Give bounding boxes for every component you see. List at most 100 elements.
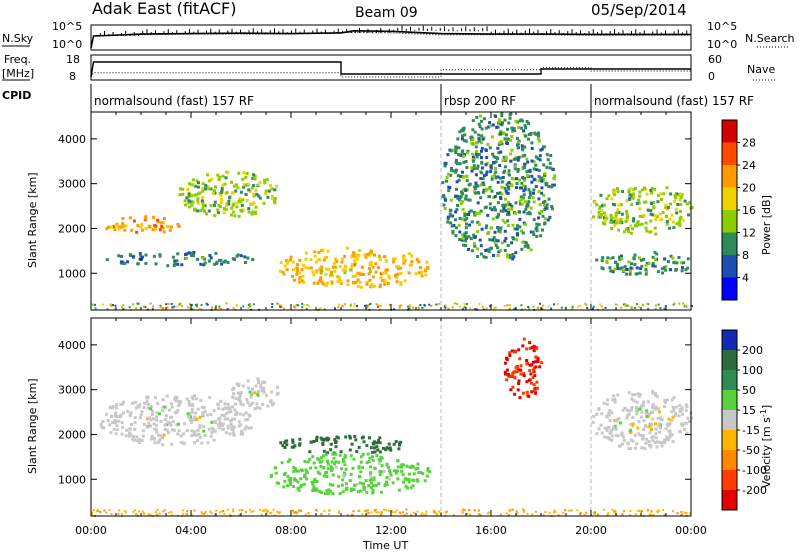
heatmap-cell: [358, 280, 362, 284]
heatmap-cell: [536, 308, 539, 311]
heatmap-cell: [625, 209, 628, 213]
heatmap-cell: [510, 241, 514, 245]
heatmap-cell: [320, 265, 324, 269]
heatmap-cell: [318, 489, 322, 493]
heatmap-cell: [197, 192, 201, 196]
heatmap-cell: [372, 440, 376, 444]
heatmap-cell: [544, 181, 548, 185]
heatmap-cell: [227, 199, 231, 203]
heatmap-cell: [105, 511, 108, 514]
heatmap-cell: [237, 382, 241, 386]
heatmap-cell: [189, 418, 193, 422]
heatmap-cell: [506, 127, 509, 131]
heatmap-cell: [494, 176, 498, 180]
heatmap-cell: [258, 180, 262, 184]
heatmap-cell: [195, 305, 198, 308]
heatmap-cell: [599, 423, 603, 427]
heatmap-cell: [650, 410, 654, 414]
heatmap-cell: [599, 193, 603, 197]
heatmap-cell: [489, 124, 492, 128]
heatmap-cell: [196, 209, 200, 213]
heatmap-cell: [650, 186, 654, 190]
heatmap-cell: [371, 491, 375, 495]
heatmap-cell: [585, 303, 588, 306]
heatmap-cell: [294, 510, 297, 513]
heatmap-cell: [212, 189, 216, 193]
heatmap-cell: [503, 370, 507, 374]
heatmap-cell: [506, 224, 510, 228]
cpid-segment-label: normalsound (fast) 157 RF: [94, 94, 254, 108]
heatmap-cell: [131, 401, 134, 405]
heatmap-cell: [230, 426, 234, 430]
heatmap-cell: [370, 511, 373, 514]
heatmap-cell: [381, 446, 385, 450]
heatmap-cell: [627, 190, 631, 193]
heatmap-cell: [325, 460, 329, 463]
heatmap-cell: [326, 464, 330, 468]
heatmap-cell: [425, 474, 429, 478]
heatmap-cell: [543, 203, 546, 207]
heatmap-cell: [199, 398, 203, 402]
heatmap-cell: [414, 467, 418, 471]
heatmap-cell: [655, 394, 659, 398]
colorbar-tick-label: -15: [742, 424, 760, 437]
velocity-colorbar-label-exp: -1: [759, 409, 768, 417]
heatmap-cell: [663, 257, 667, 261]
heatmap-cell: [92, 509, 95, 512]
heatmap-cell: [170, 442, 174, 446]
heatmap-cell: [161, 443, 165, 447]
heatmap-cell: [525, 174, 529, 178]
heatmap-cell: [611, 270, 615, 274]
heatmap-cell: [621, 408, 625, 412]
heatmap-cell: [454, 151, 458, 154]
heatmap-cell: [579, 513, 581, 516]
heatmap-cell: [362, 486, 366, 489]
heatmap-cell: [461, 510, 464, 512]
heatmap-cell: [201, 201, 205, 205]
heatmap-cell: [659, 426, 662, 430]
heatmap-cell: [496, 146, 500, 150]
heatmap-cell: [213, 200, 217, 204]
heatmap-cell: [377, 266, 380, 270]
heatmap-cell: [532, 368, 535, 372]
heatmap-cell: [338, 510, 341, 513]
heatmap-cell: [603, 426, 607, 430]
heatmap-cell: [657, 410, 661, 414]
heatmap-cell: [477, 509, 480, 512]
heatmap-cell: [343, 460, 347, 464]
heatmap-cell: [390, 510, 393, 512]
heatmap-cell: [151, 308, 154, 311]
heatmap-cell: [420, 270, 424, 274]
heatmap-cell: [485, 224, 489, 228]
heatmap-cell: [670, 213, 674, 217]
heatmap-cell: [364, 509, 367, 512]
heatmap-cell: [328, 489, 332, 493]
heatmap-cell: [328, 483, 332, 487]
heatmap-cell: [219, 423, 223, 427]
heatmap-cell: [203, 512, 206, 515]
heatmap-cell: [366, 512, 369, 515]
heatmap-cell: [519, 368, 523, 372]
heatmap-cell: [510, 349, 514, 353]
heatmap-cell: [609, 269, 613, 273]
heatmap-cell: [399, 272, 403, 275]
heatmap-cell: [266, 195, 270, 199]
heatmap-cell: [523, 162, 527, 166]
heatmap-cell: [423, 514, 425, 517]
heatmap-cell: [133, 427, 137, 431]
heatmap-cell: [520, 202, 524, 206]
heatmap-cell: [664, 205, 668, 209]
heatmap-cell: [611, 508, 614, 511]
heatmap-cell: [512, 177, 516, 181]
heatmap-cell: [611, 256, 615, 260]
heatmap-cell: [660, 267, 664, 271]
y-tick-label: 4000: [58, 339, 86, 352]
heatmap-cell: [274, 471, 278, 475]
heatmap-cell: [120, 260, 124, 264]
heatmap-cell: [533, 389, 537, 393]
heatmap-cell: [470, 220, 474, 224]
heatmap-cell: [480, 119, 483, 123]
heatmap-cell: [540, 176, 544, 180]
heatmap-cell: [620, 433, 624, 437]
heatmap-cell: [231, 417, 235, 421]
